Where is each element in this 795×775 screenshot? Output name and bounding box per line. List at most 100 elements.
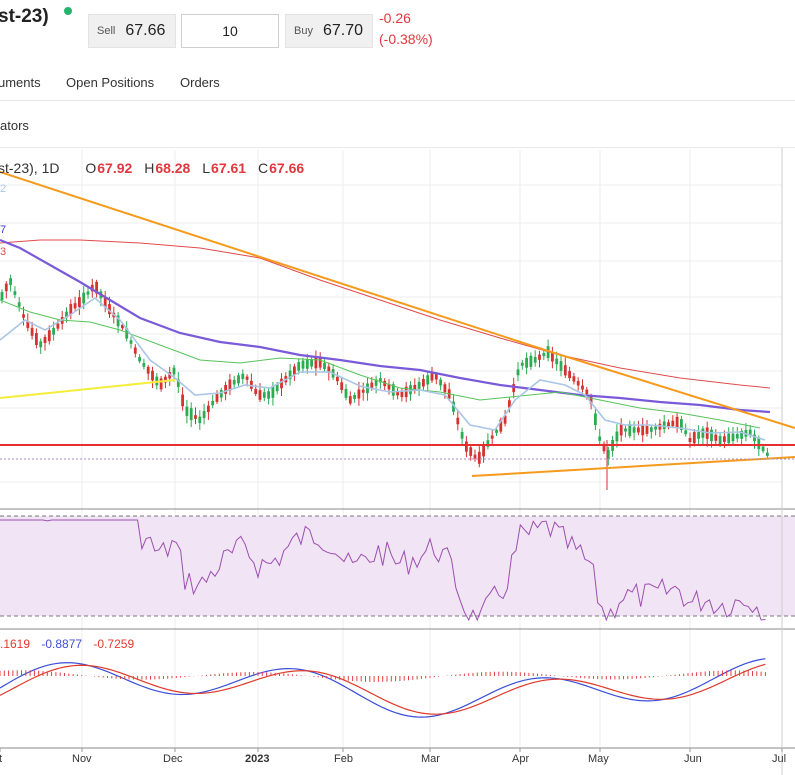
ma-light-tag: 2 [0, 183, 7, 195]
candle-body [0, 291, 4, 301]
low-label: L [202, 160, 211, 176]
candle-body [258, 390, 262, 400]
candle-body [688, 437, 692, 443]
candle-body [520, 362, 524, 366]
candle-body [219, 389, 223, 398]
candle-body [353, 394, 356, 399]
buy-button[interactable]: Buy 67.70 [285, 14, 373, 48]
buy-price: 67.70 [322, 22, 364, 39]
divider [0, 147, 795, 148]
candle-body [766, 452, 769, 456]
candle-body [138, 357, 141, 362]
candle-body [181, 394, 184, 407]
candle-body [430, 373, 434, 381]
candle-body [267, 391, 270, 399]
candle-body [241, 373, 245, 380]
candle-body [598, 436, 602, 441]
candle-body [133, 347, 137, 354]
x-tick-label: Nov [72, 753, 92, 765]
quantity-input[interactable]: 10 [181, 14, 279, 48]
candle-body [4, 283, 8, 292]
candle-body [680, 419, 683, 430]
candle-body [594, 413, 597, 426]
candle-body [748, 429, 752, 435]
candle-body [344, 388, 348, 398]
candle-body [164, 376, 167, 383]
rsi-band [0, 516, 795, 616]
candle-body [340, 382, 344, 391]
candle-body [82, 292, 86, 304]
macd-hist-value: .1619 [0, 637, 31, 651]
candle-body [348, 396, 352, 404]
candle-body [323, 362, 326, 369]
candle-body [654, 426, 657, 430]
candle-body [641, 424, 645, 436]
candle-body [250, 380, 253, 389]
indicators-button[interactable]: ators [0, 118, 29, 133]
candle-body [47, 330, 51, 342]
candle-body [697, 432, 700, 439]
candle-body [9, 278, 12, 285]
candle-body [473, 454, 477, 459]
candle-body [434, 373, 438, 380]
candle-body [615, 431, 619, 442]
tab-instruments[interactable]: uments [0, 75, 41, 90]
candle-body [73, 303, 77, 309]
candle-body [13, 291, 17, 295]
candle-body [486, 440, 490, 447]
candle-body [439, 379, 442, 386]
candle-body [374, 379, 378, 386]
ma-light-line [0, 296, 766, 441]
candle-body [761, 446, 765, 452]
candle-body [370, 382, 374, 389]
candle-body [422, 378, 425, 387]
candle-body [551, 352, 554, 362]
sell-button[interactable]: Sell 67.66 [88, 14, 176, 48]
rsi-line [0, 519, 766, 622]
candle-body [39, 341, 43, 348]
price-change-pct: (-0.38%) [379, 31, 433, 47]
price-change: -0.26 [379, 10, 411, 26]
candle-body [495, 429, 498, 433]
tab-orders[interactable]: Orders [180, 75, 220, 90]
candle-body [740, 430, 743, 439]
ma-purple-line [0, 238, 771, 414]
candle-body [189, 408, 193, 421]
candle-body [525, 357, 528, 368]
tab-open-positions[interactable]: Open Positions [66, 75, 155, 90]
x-tick-label: May [588, 753, 609, 765]
x-axis [0, 748, 783, 752]
candle-body [396, 391, 399, 396]
candle-body [456, 417, 460, 425]
candle-body [288, 370, 292, 380]
candle-body [589, 396, 593, 404]
buy-label: Buy [294, 25, 313, 37]
candle-body [482, 444, 485, 457]
candle-body [262, 392, 266, 398]
x-tick-label: Apr [512, 753, 530, 765]
candle-body [568, 371, 571, 379]
low-value: 67.61 [211, 160, 247, 176]
macd-signal-line [0, 663, 766, 715]
candle-body [78, 297, 81, 308]
candle-body [675, 416, 679, 429]
candle-body [585, 389, 589, 395]
candle-body [559, 361, 563, 371]
candle-body [336, 376, 339, 382]
candle-body [151, 370, 154, 381]
ma-red-line [0, 239, 771, 389]
candle-body [714, 434, 718, 441]
candle-body [142, 362, 146, 367]
candle-body [146, 366, 150, 374]
candle-body [26, 321, 30, 329]
candles [0, 274, 769, 490]
candle-body [581, 385, 584, 390]
candle-body [404, 386, 408, 398]
candle-body [533, 357, 537, 363]
candle-body [318, 356, 322, 368]
sell-price: 67.66 [125, 22, 166, 39]
price-chart[interactable] [0, 148, 795, 775]
ma-red-tag: 3 [0, 246, 7, 258]
candle-body [108, 304, 111, 315]
candle-body [602, 443, 606, 452]
